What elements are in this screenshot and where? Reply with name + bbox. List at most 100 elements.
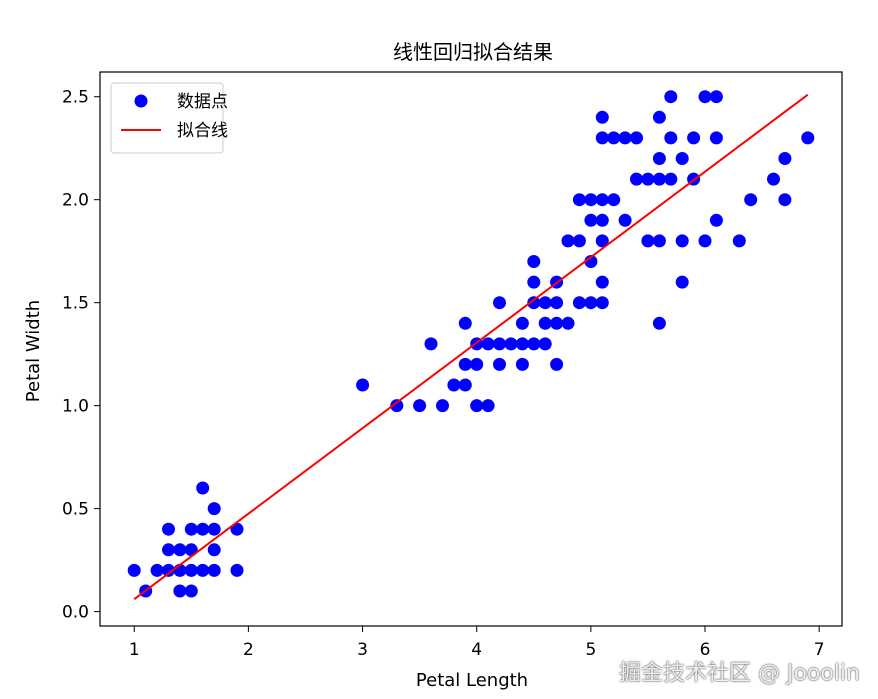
data-point <box>641 172 655 186</box>
data-point <box>538 296 552 310</box>
data-point <box>561 316 575 330</box>
plot-layer <box>127 90 815 601</box>
data-point <box>652 152 666 165</box>
data-point <box>493 337 506 351</box>
data-point <box>595 234 609 248</box>
data-point <box>458 357 472 371</box>
y-tick-label: 2.5 <box>62 88 89 108</box>
data-point <box>709 213 723 227</box>
data-point <box>572 234 586 248</box>
data-point <box>550 296 564 310</box>
data-point <box>504 337 518 351</box>
data-point <box>127 563 141 577</box>
data-point <box>527 255 541 268</box>
data-point <box>538 316 552 330</box>
data-point <box>447 378 461 392</box>
data-point <box>664 90 678 104</box>
data-point <box>162 522 175 536</box>
data-point <box>470 399 484 413</box>
data-point <box>664 172 678 186</box>
data-point <box>732 234 746 248</box>
data-point <box>584 213 598 227</box>
data-point <box>196 522 210 536</box>
data-point <box>207 543 221 557</box>
legend: 数据点 拟合线 <box>110 82 228 154</box>
x-tick-label: 1 <box>129 640 140 660</box>
fit-line <box>133 93 809 601</box>
data-point <box>184 563 198 577</box>
data-point <box>687 131 701 145</box>
data-point <box>595 110 609 124</box>
data-point <box>595 275 609 289</box>
data-point <box>630 131 643 145</box>
legend-label-scatter: 数据点 <box>177 92 228 112</box>
data-point <box>595 296 609 310</box>
data-point <box>561 234 575 248</box>
data-point <box>458 378 472 392</box>
data-point <box>652 172 666 186</box>
data-point <box>515 316 529 330</box>
data-point <box>207 563 221 577</box>
data-point <box>550 316 564 330</box>
data-point <box>150 563 164 577</box>
data-point <box>801 131 815 145</box>
data-point <box>493 357 506 371</box>
x-axis-ticks: 1 2 3 4 5 6 7 <box>129 626 825 660</box>
data-point <box>595 193 609 207</box>
y-tick-label: 1.5 <box>62 294 89 314</box>
legend-marker-scatter <box>134 94 148 108</box>
data-point <box>481 337 495 351</box>
legend-label-line: 拟合线 <box>177 121 228 141</box>
x-tick-label: 4 <box>471 640 482 660</box>
data-point <box>618 131 632 145</box>
data-point <box>618 213 632 227</box>
data-point <box>698 90 712 104</box>
data-point <box>572 193 586 207</box>
data-point <box>436 399 449 413</box>
data-point <box>607 193 621 207</box>
data-point <box>652 316 666 330</box>
data-point <box>207 522 221 536</box>
data-point <box>356 378 370 392</box>
data-point <box>709 90 723 104</box>
y-tick-label: 0.0 <box>62 603 89 623</box>
data-point <box>584 255 598 268</box>
y-tick-label: 2.0 <box>62 191 89 211</box>
data-point <box>230 563 244 577</box>
data-point <box>652 234 666 248</box>
data-point <box>515 357 529 371</box>
data-point <box>630 172 643 186</box>
data-point <box>413 399 427 413</box>
data-point <box>184 584 198 598</box>
data-point <box>778 152 792 165</box>
x-tick-label: 2 <box>243 640 254 660</box>
data-point <box>390 399 404 413</box>
data-point <box>527 337 541 351</box>
data-point <box>641 234 655 248</box>
x-tick-label: 6 <box>700 640 711 660</box>
data-point <box>584 296 598 310</box>
data-point <box>493 296 506 310</box>
data-point <box>595 213 609 227</box>
data-point <box>481 399 495 413</box>
data-point <box>664 131 678 145</box>
data-point <box>607 131 621 145</box>
data-point <box>207 502 221 516</box>
data-point <box>230 522 244 536</box>
x-tick-label: 3 <box>357 640 368 660</box>
data-point <box>652 110 666 124</box>
data-point <box>470 357 484 371</box>
y-axis-ticks: 0.0 0.5 1.0 1.5 2.0 2.5 <box>62 88 100 623</box>
data-point <box>709 131 723 145</box>
data-point <box>173 584 187 598</box>
data-point <box>527 275 541 289</box>
plot-frame <box>99 71 843 627</box>
x-tick-label: 7 <box>814 640 825 660</box>
data-point <box>698 234 712 248</box>
data-point <box>162 563 175 577</box>
watermark: 掘金技术社区 @ Jooolin <box>618 661 860 686</box>
x-tick-label: 5 <box>585 640 596 660</box>
data-point <box>744 193 758 207</box>
data-point <box>196 481 210 495</box>
data-point <box>173 543 187 557</box>
